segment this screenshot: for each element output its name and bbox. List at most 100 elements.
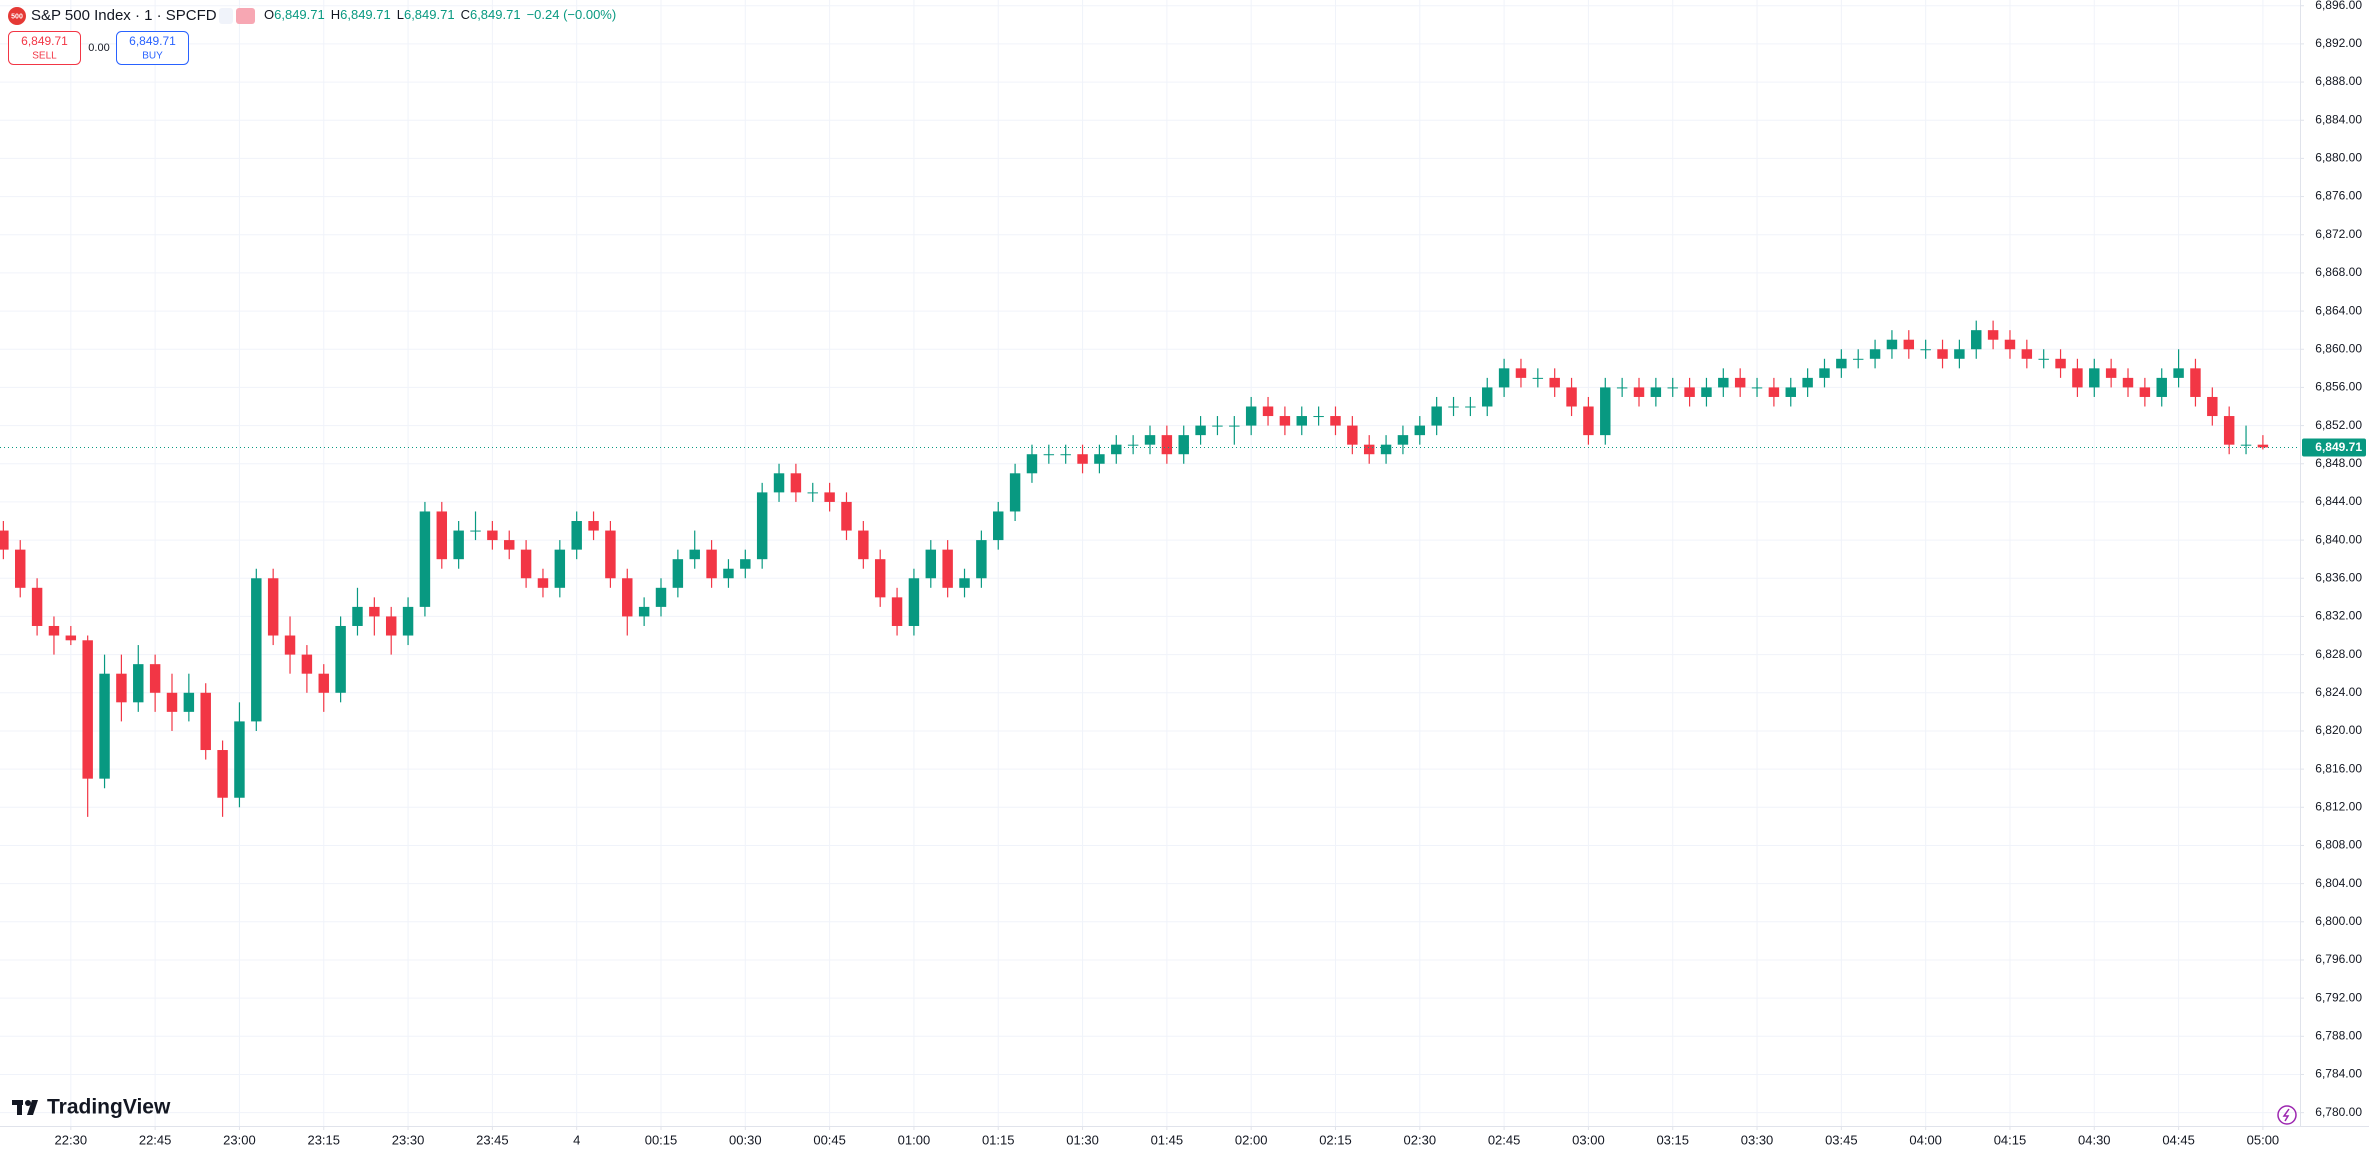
- candle-body: [116, 673, 127, 703]
- x-tick-label: 00:45: [813, 1132, 846, 1147]
- value: 6,849.71: [340, 7, 391, 22]
- candle-body: [706, 549, 717, 579]
- candle-body: [369, 606, 380, 617]
- candle-body: [318, 673, 329, 693]
- candle-body: [402, 606, 414, 636]
- candle-body: [824, 492, 835, 502]
- candle-body: [554, 549, 566, 588]
- candles: [0, 320, 2269, 817]
- x-tick-label: 23:30: [392, 1132, 425, 1147]
- spread: 0.00: [88, 42, 109, 54]
- candle-body: [1684, 387, 1695, 397]
- y-tick-label: 6,832.00: [2315, 609, 2362, 623]
- buy-price: 6,849.71: [129, 34, 176, 48]
- candle-body: [976, 540, 987, 579]
- candle-body: [200, 692, 211, 751]
- y-tick-label: 6,796.00: [2315, 952, 2362, 966]
- candle-body: [1465, 406, 1476, 408]
- x-tick-label: 01:00: [898, 1132, 931, 1147]
- candle-body: [1498, 368, 1510, 388]
- candle-body: [858, 530, 869, 560]
- candle-body: [284, 635, 296, 655]
- y-tick-label: 6,892.00: [2315, 36, 2362, 50]
- icon: [219, 8, 233, 24]
- candle-body: [352, 606, 363, 626]
- y-tick-label: 6,896.00: [2315, 0, 2362, 12]
- alert-icon[interactable]: [2277, 1105, 2297, 1125]
- alert-icon-bolt: [2282, 1108, 2290, 1122]
- candle-body: [1920, 349, 1931, 351]
- y-tick-label: 6,808.00: [2315, 838, 2362, 852]
- y-tick-label: 6,888.00: [2315, 74, 2362, 88]
- label: O: [264, 7, 274, 22]
- candle-body: [2190, 368, 2201, 397]
- y-tick-label: 6,848.00: [2315, 456, 2362, 470]
- candle-body: [234, 721, 245, 798]
- candle-body: [1077, 454, 1088, 464]
- sell-button[interactable]: [8, 31, 81, 65]
- y-tick-label: 6,880.00: [2315, 151, 2362, 165]
- icon: [236, 8, 255, 24]
- candle-body: [622, 578, 633, 617]
- candle-body: [385, 616, 397, 636]
- candle-body: [874, 559, 886, 598]
- value: 6,849.71: [470, 7, 521, 22]
- candle-body: [1836, 358, 1847, 369]
- candle-body: [1111, 444, 1122, 455]
- y-tick-label: 6,828.00: [2315, 647, 2362, 661]
- candle-body: [1414, 425, 1426, 436]
- buy-button[interactable]: [116, 31, 189, 65]
- y-tick-label: 6,824.00: [2315, 685, 2362, 699]
- candle-body: [1380, 444, 1392, 455]
- brand-logo: TradingView: [12, 1096, 171, 1119]
- candle-body: [65, 635, 77, 641]
- candle-body: [790, 473, 802, 493]
- candle-body: [571, 521, 582, 550]
- candle-body: [1195, 425, 1206, 436]
- logo-shape: [27, 1100, 38, 1115]
- x-tick-label: 22:30: [55, 1132, 88, 1147]
- y-tick-label: 6,852.00: [2315, 418, 2362, 432]
- candle-body: [133, 664, 144, 703]
- candle-body: [740, 559, 751, 569]
- candle-body: [2173, 368, 2184, 378]
- label: H: [331, 7, 340, 22]
- y-tick-label: 6,884.00: [2315, 112, 2362, 126]
- candle-body: [1431, 406, 1442, 426]
- x-tick-label: 23:15: [307, 1132, 340, 1147]
- grid: [0, 0, 2300, 1126]
- candle-body: [2089, 368, 2100, 388]
- y-tick-label: 6,792.00: [2315, 990, 2362, 1004]
- candle-body: [1313, 416, 1324, 418]
- candle-body: [2156, 377, 2167, 397]
- candle-body: [1212, 425, 1223, 427]
- candle-body: [1229, 425, 1240, 427]
- x-tick-label: 05:00: [2247, 1132, 2280, 1147]
- candle-body: [2004, 339, 2016, 350]
- symbol-logo-text: 500: [11, 13, 23, 20]
- logo-shape: [25, 1100, 31, 1106]
- y-tick-label: 6,816.00: [2315, 761, 2362, 775]
- candle-body: [436, 511, 448, 560]
- candle-body: [1532, 377, 1544, 379]
- candle-body: [1937, 349, 1948, 359]
- y-tick-label: 6,860.00: [2315, 341, 2362, 355]
- candle-body: [1785, 387, 1796, 397]
- candle-body: [217, 750, 228, 798]
- candle-body: [149, 664, 161, 693]
- x-tick-label: 01:15: [982, 1132, 1015, 1147]
- y-tick-label: 6,876.00: [2315, 189, 2362, 203]
- candle-body: [2257, 444, 2269, 448]
- candle-body: [183, 692, 195, 712]
- candle-body: [2223, 416, 2235, 445]
- x-tick-label: 00:30: [729, 1132, 762, 1147]
- candle-body: [1549, 377, 1560, 388]
- candle-body: [301, 654, 313, 674]
- value: 6,849.71: [404, 7, 455, 22]
- candle-body: [1650, 387, 1662, 397]
- candle-body: [487, 530, 498, 541]
- y-tick-label: 6,836.00: [2315, 570, 2362, 584]
- candle-body: [1245, 406, 1257, 426]
- symbol-name: S&P 500 Index · 1 · SPCFD: [31, 7, 217, 24]
